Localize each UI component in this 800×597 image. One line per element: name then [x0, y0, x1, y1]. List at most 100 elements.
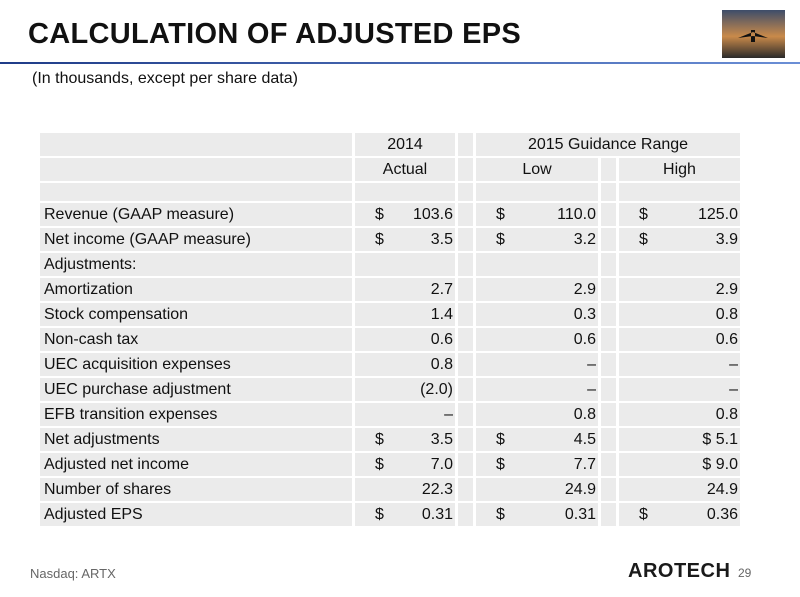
cell [601, 328, 616, 351]
cell-text: 110.0 [557, 205, 596, 223]
cell-text: 0.6 [573, 330, 596, 348]
cell: High [619, 158, 740, 181]
cell [355, 253, 455, 276]
cell-text: Net income (GAAP measure) [44, 230, 251, 248]
cell: 0.3 [476, 303, 598, 326]
cell: $125.0 [619, 203, 740, 226]
cell [601, 183, 616, 201]
cell-text: 3.2 [573, 230, 596, 248]
cell-text: 3.5 [430, 430, 453, 448]
cell-text: 24.9 [706, 480, 738, 498]
cell [601, 278, 616, 301]
cell-text: 0.8 [715, 305, 738, 323]
cell [458, 478, 473, 501]
cell: Net income (GAAP measure) [40, 228, 352, 251]
cell-text: 0.31 [564, 505, 596, 523]
cell-text: $ 5.1 [702, 430, 738, 448]
cell-text: – [587, 355, 596, 373]
cell [458, 278, 473, 301]
cell: Revenue (GAAP measure) [40, 203, 352, 226]
cell: (2.0) [355, 378, 455, 401]
cell-text: 0.31 [421, 505, 453, 523]
cell: – [355, 403, 455, 426]
cell [458, 228, 473, 251]
cell [458, 403, 473, 426]
cell [458, 203, 473, 226]
cell-text: $ [496, 455, 505, 473]
cell [601, 428, 616, 451]
cell-text: 22.3 [421, 480, 453, 498]
cell-text: Adjustments: [44, 255, 137, 273]
cell: 22.3 [355, 478, 455, 501]
cell: 2015 Guidance Range [476, 133, 740, 156]
cell-text: 125.0 [697, 205, 738, 223]
plane-icon [738, 30, 768, 42]
cell [601, 228, 616, 251]
cell-text: 0.8 [573, 405, 596, 423]
cell: $0.31 [355, 503, 455, 526]
cell [458, 353, 473, 376]
cell: EFB transition expenses [40, 403, 352, 426]
cell [601, 353, 616, 376]
cell-text: $ [375, 505, 384, 523]
cell: $3.9 [619, 228, 740, 251]
cell-text: Non-cash tax [44, 330, 139, 348]
cell-text: 2015 Guidance Range [527, 135, 689, 153]
cell: 24.9 [619, 478, 740, 501]
cell-text: Low [522, 160, 552, 178]
cell-text: EFB transition expenses [44, 405, 218, 423]
cell: 0.8 [355, 353, 455, 376]
cell-text: $ [375, 455, 384, 473]
cell [601, 303, 616, 326]
cell [458, 453, 473, 476]
cell: $0.36 [619, 503, 740, 526]
cell [458, 328, 473, 351]
cell: 2.9 [619, 278, 740, 301]
cell-text: $ [639, 230, 648, 248]
cell: 0.6 [355, 328, 455, 351]
cell-text: 4.5 [573, 430, 596, 448]
cell: 2014 [355, 133, 455, 156]
cell-text: Actual [382, 160, 428, 178]
cell-text: Number of shares [44, 480, 172, 498]
cell-text: $ [375, 230, 384, 248]
cell-text: 3.9 [715, 230, 738, 248]
cell-text: $ [639, 205, 648, 223]
cell [458, 158, 473, 181]
cell [601, 403, 616, 426]
cell-text: 7.7 [573, 455, 596, 473]
cell [458, 303, 473, 326]
cell: – [619, 353, 740, 376]
cell: 24.9 [476, 478, 598, 501]
cell: Adjustments: [40, 253, 352, 276]
cell: $3.2 [476, 228, 598, 251]
cell-text: $ [375, 430, 384, 448]
logo: AROTECH [628, 560, 731, 582]
cell [619, 253, 740, 276]
cell [619, 183, 740, 201]
cell-text: $ [496, 505, 505, 523]
cell-text: 0.6 [430, 330, 453, 348]
cell-text: Amortization [44, 280, 133, 298]
cell [601, 253, 616, 276]
cell-text: 2.9 [715, 280, 738, 298]
cell-text: 2.7 [430, 280, 453, 298]
cell: $7.0 [355, 453, 455, 476]
cell [458, 183, 473, 201]
cell: $4.5 [476, 428, 598, 451]
cell: $3.5 [355, 228, 455, 251]
cell: 1.4 [355, 303, 455, 326]
cell-text: High [663, 160, 696, 178]
cell-text: $ [639, 505, 648, 523]
cell-text: – [587, 380, 596, 398]
cell: Amortization [40, 278, 352, 301]
cell-text: – [729, 355, 738, 373]
cell-text: 103.6 [412, 205, 453, 223]
cell-text: $ [496, 430, 505, 448]
cell: Adjusted EPS [40, 503, 352, 526]
cell [476, 253, 598, 276]
cell: Non-cash tax [40, 328, 352, 351]
cell-text: 0.8 [430, 355, 453, 373]
cell [40, 183, 352, 201]
